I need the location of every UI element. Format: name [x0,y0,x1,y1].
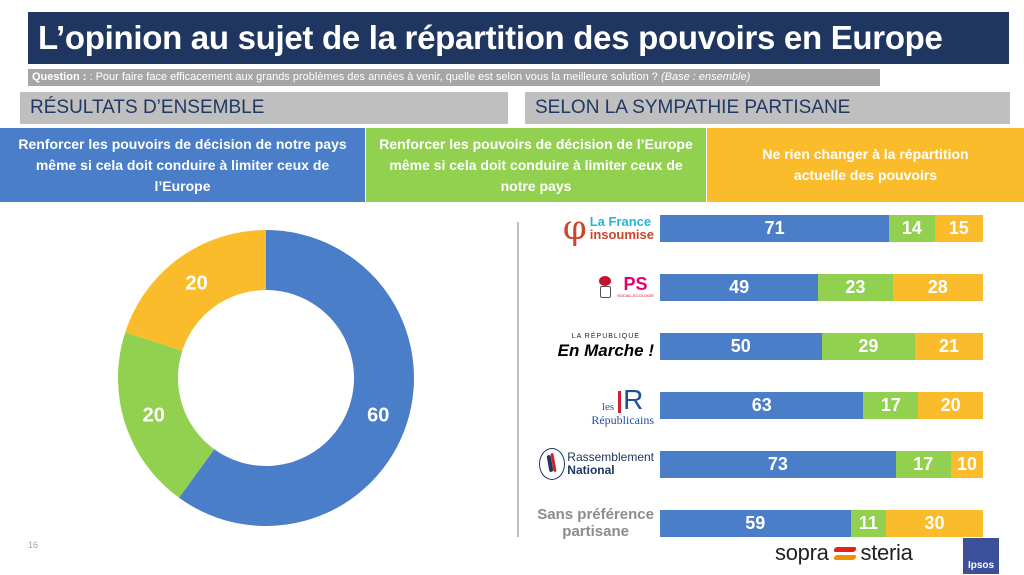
bar-segment: 63 [660,392,864,419]
lfi-line2: insoumise [589,227,654,242]
bar-segment: 49 [660,274,819,301]
section-header-overall: RÉSULTATS D’ENSEMBLE [20,92,508,124]
bar-segment: 14 [889,215,935,242]
question-bar: Question : : Pour faire face efficacemen… [28,69,880,86]
question-text: : Pour faire face efficacement aux grand… [89,71,658,83]
axis-line [517,222,519,537]
bar-segment: 29 [821,333,916,360]
party-spp: Sans préférence partisane [520,503,660,543]
spp-line2: partisane [562,523,629,540]
bar-segment: 11 [850,510,887,537]
party-lrem: LA RÉPUBLIQUE En Marche ! [520,326,660,366]
page-number: 16 [28,540,39,550]
lfi-line1: La France [589,214,652,229]
question-label: Question : [32,71,87,83]
donut-label: 20 [143,404,165,426]
bar-segment: 59 [660,510,851,537]
question-base: (Base : ensemble) [660,71,751,83]
bar-segment: 20 [918,392,983,419]
rn-line1: Rassemblement [567,450,654,464]
bar-segment: 17 [863,392,919,419]
bar-segment: 50 [660,333,822,360]
bar-segment: 30 [886,510,983,537]
legend-national: Renforcer les pouvoirs de décision de no… [0,128,365,202]
spp-line1: Sans préférence [537,506,654,523]
lr-line1: les [601,401,615,413]
bar-segment: 15 [934,215,983,242]
donut-label: 60 [367,404,389,426]
sopra-steria-logo: sopra steria [775,540,913,566]
lrem-line1: LA RÉPUBLIQUE [571,333,640,340]
bar-segment: 21 [915,333,983,360]
ps-rose-icon [597,276,615,298]
donut-slice [179,230,414,526]
lrem-line2: En Marche ! [557,341,654,360]
bar-segment: 10 [950,451,983,478]
steria-text: steria [860,540,913,565]
donut-slice [125,230,266,351]
donut-slice [117,332,215,498]
legend-no-change: Ne rien changer à la répartition actuell… [707,128,1024,202]
legend-europe: Renforcer les pouvoirs de décision de l’… [366,128,706,202]
ps-main: PS [623,274,648,294]
sopra-steria-mark-icon [832,546,857,560]
party-lr: les R Républicains [520,382,660,432]
ipsos-logo: Ipsos [963,538,999,574]
rn-flame-icon [539,448,566,480]
bar-segment: 17 [895,451,951,478]
rn-line2: National [567,463,615,477]
bar-segment: 73 [660,451,896,478]
section-header-partisan: SELON LA SYMPATHIE PARTISANE [525,92,1010,124]
party-rn: Rassemblement National [520,444,660,484]
donut-label: 20 [186,273,208,295]
sopra-text: sopra [775,540,829,565]
lr-line2: Républicains [591,413,654,427]
bar-segment: 23 [818,274,893,301]
bar-segment: 71 [660,215,890,242]
lr-logo-icon: R [618,386,643,414]
page-title: L’opinion au sujet de la répartition des… [28,12,1009,64]
bar-segment: 28 [892,274,983,301]
ps-sub: SOCIAL-ÉCOLOGIE [617,293,654,298]
party-ps: PS SOCIAL-ÉCOLOGIE [520,267,660,307]
lfi-phi-icon: φ [562,208,587,248]
party-lfi: φ La France insoumise [520,208,660,248]
